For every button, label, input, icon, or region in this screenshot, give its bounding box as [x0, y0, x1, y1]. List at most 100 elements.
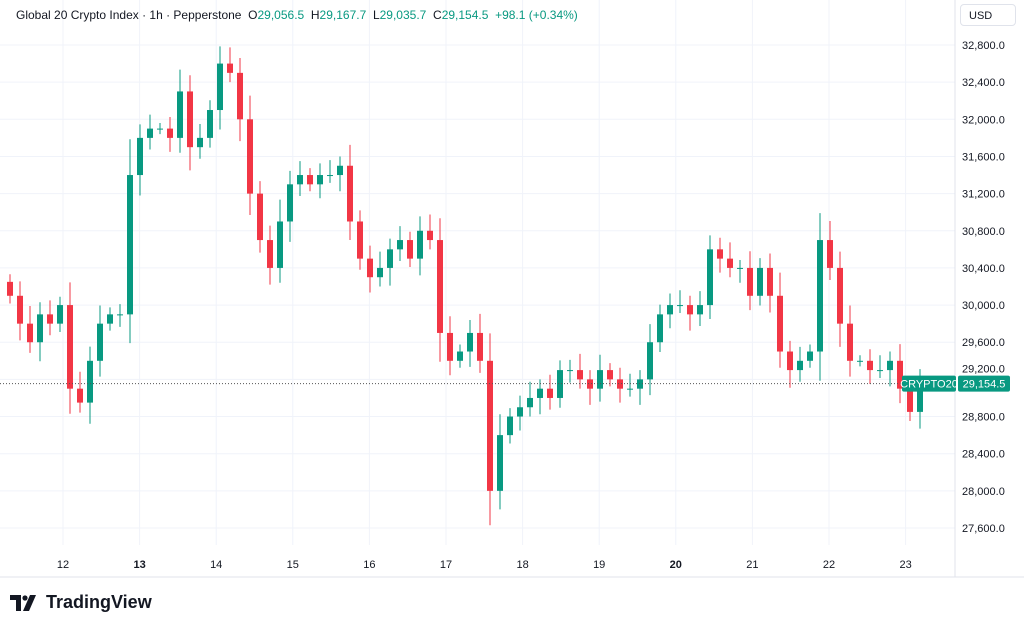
candle-body: [247, 119, 253, 194]
candle-body: [797, 360, 803, 371]
currency-button[interactable]: USD: [960, 4, 1016, 26]
candle-body: [857, 360, 863, 362]
y-tick-label: 32,000.0: [962, 114, 1005, 126]
x-tick-label: 17: [440, 559, 452, 571]
y-tick-label: 31,600.0: [962, 151, 1005, 163]
candle-body: [727, 258, 733, 268]
candle-body: [537, 388, 543, 398]
candle-body: [297, 175, 303, 185]
candle-body: [587, 379, 593, 389]
candle-body: [817, 240, 823, 352]
candle-body: [287, 184, 293, 222]
candle-body: [597, 370, 603, 389]
candle-body: [277, 221, 283, 268]
candle-body: [547, 388, 553, 398]
y-tick-label: 32,800.0: [962, 40, 1005, 52]
candle-body: [357, 221, 363, 259]
candle-body: [87, 360, 93, 403]
candle-body: [317, 175, 323, 185]
candle-body: [477, 332, 483, 361]
candle-body: [17, 295, 23, 324]
candle-body: [487, 360, 493, 491]
close-label: C: [433, 8, 442, 22]
candle-body: [467, 332, 473, 352]
last-price-label: 29,154.5: [963, 379, 1006, 391]
y-tick-label: 29,200.0: [962, 364, 1005, 376]
candle-body: [107, 314, 113, 324]
candle-body: [367, 258, 373, 278]
candle-body: [567, 370, 573, 372]
tradingview-logo-icon: [10, 594, 36, 611]
candle-body: [787, 351, 793, 371]
x-tick-label: 18: [516, 559, 528, 571]
candle-body: [707, 249, 713, 306]
y-tick-label: 28,800.0: [962, 412, 1005, 424]
close-value: 29,154.5: [441, 8, 489, 22]
candle-body: [327, 175, 333, 177]
candle-body: [67, 305, 73, 389]
candle-body: [307, 175, 313, 185]
candle-body: [227, 63, 233, 73]
x-tick-label: 20: [670, 559, 682, 571]
candle-body: [47, 314, 53, 324]
candle-body: [917, 383, 923, 412]
candle-body: [27, 323, 33, 343]
candle-body: [887, 360, 893, 371]
symbol-legend: Global 20 Crypto Index · 1h · Pepperston…: [16, 8, 578, 22]
candle-body: [517, 407, 523, 417]
candle-body: [647, 342, 653, 380]
candle-body: [877, 370, 883, 372]
x-tick-label: 12: [57, 559, 69, 571]
x-tick-label: 19: [593, 559, 605, 571]
x-tick-label: 15: [287, 559, 299, 571]
candle-body: [777, 295, 783, 352]
candle-body: [747, 267, 753, 296]
candle-body: [147, 128, 153, 138]
candle-body: [557, 370, 563, 398]
candle-body: [447, 332, 453, 361]
candle-body: [697, 305, 703, 315]
candle-body: [177, 91, 183, 138]
low-value: 29,035.7: [379, 8, 427, 22]
candle-body: [717, 249, 723, 259]
candle-body: [417, 230, 423, 259]
candle-body: [337, 165, 343, 176]
x-tick-label: 23: [899, 559, 911, 571]
tradingview-logo[interactable]: TradingView: [10, 592, 152, 613]
candle-body: [527, 397, 533, 408]
ticker-label: CRYPTO20: [900, 379, 958, 391]
candle-body: [827, 240, 833, 268]
candle-body: [127, 175, 133, 315]
candle-body: [117, 314, 123, 316]
high-label: H: [310, 8, 320, 22]
candle-body: [767, 267, 773, 296]
y-tick-label: 30,000.0: [962, 300, 1005, 312]
candle-body: [907, 388, 913, 412]
candle-body: [267, 240, 273, 268]
open-value: 29,056.5: [257, 8, 305, 22]
candle-body: [617, 379, 623, 389]
candle-body: [377, 267, 383, 278]
last-price-label-bg: [958, 375, 1010, 392]
candle-body: [847, 323, 853, 361]
y-tick-label: 29,600.0: [962, 337, 1005, 349]
candle-body: [387, 249, 393, 268]
x-tick-label: 21: [746, 559, 758, 571]
open-label: O: [248, 8, 258, 22]
candle-body: [607, 370, 613, 380]
candle-body: [237, 72, 243, 120]
x-tick-label: 14: [210, 559, 222, 571]
x-tick-label: 22: [823, 559, 835, 571]
y-tick-label: 28,000.0: [962, 486, 1005, 498]
candle-body: [97, 323, 103, 361]
candle-body: [207, 110, 213, 138]
candle-body: [737, 267, 743, 269]
y-tick-label: 30,800.0: [962, 226, 1005, 238]
change-value: +98.1 (+0.34%): [495, 8, 578, 22]
low-label: L: [372, 8, 380, 22]
candle-body: [867, 360, 873, 371]
ticker-label-bg: [902, 375, 956, 392]
y-tick-label: 30,400.0: [962, 263, 1005, 275]
candle-body: [687, 305, 693, 315]
